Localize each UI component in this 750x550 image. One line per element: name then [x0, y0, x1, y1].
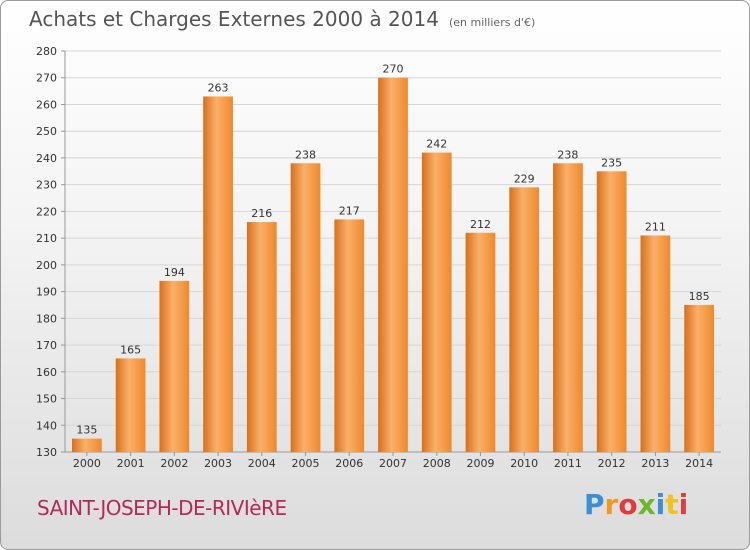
logo-letter: r [604, 488, 619, 521]
x-tick-label-2002: 2002 [160, 457, 188, 470]
data-label-2008: 242 [426, 138, 447, 151]
x-tick-label-2011: 2011 [554, 457, 582, 470]
y-tick-label: 200 [36, 259, 57, 272]
data-label-2002: 194 [164, 266, 185, 279]
x-tick-label-2006: 2006 [335, 457, 363, 470]
bar-2010 [509, 187, 540, 452]
y-tick-label: 260 [36, 98, 57, 111]
y-tick-label: 230 [36, 179, 57, 192]
data-label-2000: 135 [76, 424, 97, 437]
y-tick-label: 240 [36, 152, 57, 165]
y-tick-label: 160 [36, 366, 57, 379]
x-tick-label-2004: 2004 [248, 457, 276, 470]
y-tick-label: 280 [36, 45, 57, 58]
y-tick-label: 130 [36, 446, 57, 459]
proxiti-logo: Proxiti [584, 488, 688, 521]
x-tick-label-2014: 2014 [685, 457, 713, 470]
y-tick-label: 210 [36, 232, 57, 245]
y-tick-label: 170 [36, 339, 57, 352]
y-tick-label: 180 [36, 312, 57, 325]
x-tick-label-2000: 2000 [73, 457, 101, 470]
chart-title-text: Achats et Charges Externes 2000 à 2014 [29, 7, 439, 31]
data-label-2005: 238 [295, 148, 316, 161]
bar-2011 [553, 163, 583, 452]
data-label-2011: 238 [557, 148, 578, 161]
logo-letter: P [584, 488, 605, 521]
bar-2003 [203, 96, 233, 453]
data-label-2009: 212 [470, 218, 491, 231]
data-label-2001: 165 [120, 343, 141, 356]
x-tick-label-2008: 2008 [423, 457, 451, 470]
x-tick-label-2007: 2007 [379, 457, 407, 470]
bar-2000 [71, 438, 102, 452]
bar-2014 [684, 304, 715, 452]
y-tick-label: 250 [36, 125, 57, 138]
y-tick-label: 190 [36, 286, 57, 299]
x-tick-label-2010: 2010 [510, 457, 538, 470]
logo-letter: x [637, 488, 656, 521]
bar-2013 [640, 235, 671, 452]
bar-2007 [378, 77, 408, 452]
data-label-2013: 211 [645, 220, 666, 233]
logo-letter: t [665, 488, 679, 521]
y-tick-label: 150 [36, 393, 57, 406]
x-tick-label-2012: 2012 [598, 457, 626, 470]
bar-2004 [246, 222, 277, 452]
logo-letter: i [678, 488, 689, 521]
x-tick-label-2013: 2013 [641, 457, 669, 470]
data-label-2012: 235 [601, 156, 622, 169]
logo-letter: i [655, 488, 666, 521]
data-label-2006: 217 [339, 204, 360, 217]
data-label-2007: 270 [383, 63, 404, 76]
chart-unit: (en milliers d'€) [448, 16, 536, 29]
chart-title: Achats et Charges Externes 2000 à 2014 (e… [29, 7, 535, 31]
logo-letter: o [618, 488, 638, 521]
bar-2001 [115, 358, 146, 452]
commune-name: SAINT-JOSEPH-DE-RIVIèRE [37, 496, 287, 520]
y-tick-label: 220 [36, 205, 57, 218]
data-label-2014: 185 [689, 290, 710, 303]
bar-2009 [465, 232, 496, 452]
x-tick-label-2005: 2005 [292, 457, 320, 470]
data-label-2010: 229 [514, 172, 535, 185]
y-tick-label: 270 [36, 72, 57, 85]
data-label-2003: 263 [208, 81, 229, 94]
y-tick-label: 140 [36, 419, 57, 432]
bar-2012 [596, 171, 627, 453]
x-tick-label-2001: 2001 [117, 457, 145, 470]
bar-2006 [334, 219, 365, 452]
bar-2002 [159, 280, 190, 452]
x-tick-label-2003: 2003 [204, 457, 232, 470]
data-label-2004: 216 [251, 207, 272, 220]
bar-2008 [421, 152, 452, 452]
bar-2005 [290, 163, 321, 452]
x-tick-label-2009: 2009 [466, 457, 494, 470]
